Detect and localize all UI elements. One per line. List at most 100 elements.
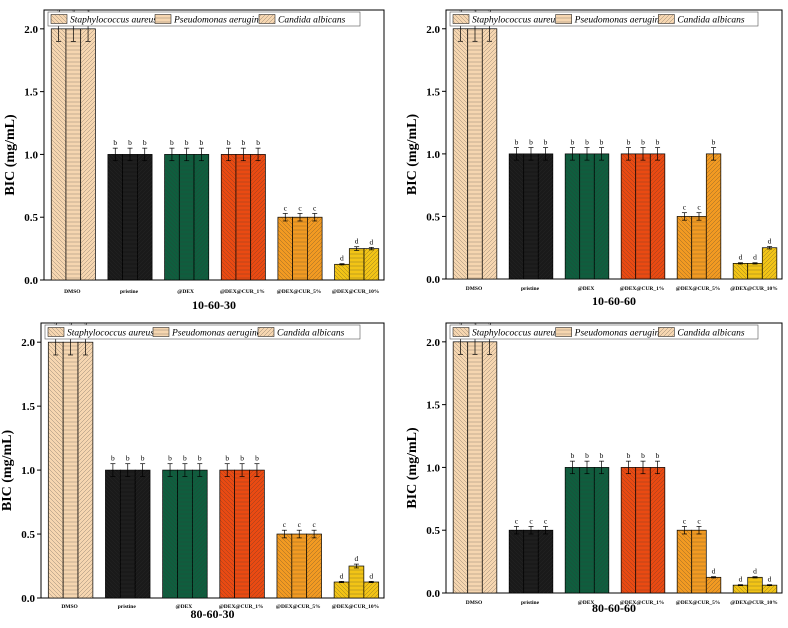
bar-hatch bbox=[235, 154, 251, 280]
significance-label: c bbox=[312, 520, 316, 529]
significance-label: a bbox=[69, 319, 73, 328]
significance-label: b bbox=[170, 138, 174, 147]
significance-label: d bbox=[739, 253, 743, 262]
significance-label: b bbox=[183, 454, 187, 463]
legend-swatch-hatch bbox=[453, 327, 469, 337]
panel-title: 80-60-30 bbox=[191, 607, 235, 621]
bar-hatch bbox=[277, 217, 293, 280]
y-tick-label: 1.0 bbox=[24, 149, 38, 161]
significance-label: b bbox=[225, 454, 229, 463]
legend-swatch-hatch bbox=[658, 14, 675, 24]
y-tick-label: 1.5 bbox=[21, 401, 35, 413]
bar-hatch bbox=[80, 28, 96, 281]
legend-entry: Pseudomonas aeruginosa bbox=[574, 329, 673, 339]
bar-hatch bbox=[364, 248, 379, 280]
significance-label: c bbox=[544, 516, 548, 525]
legend-swatch-hatch bbox=[555, 327, 572, 337]
x-tick-label: @DEX@CUR_5% bbox=[676, 286, 721, 292]
panel-title: 10-60-30 bbox=[192, 298, 236, 312]
x-tick-label: @DEX@CUR_1% bbox=[620, 286, 665, 292]
significance-label: b bbox=[571, 138, 575, 147]
bar-hatch bbox=[706, 577, 721, 593]
bar-hatch bbox=[348, 566, 364, 598]
chart-panel-10-60-60: 0.0 0.5 1.0 1.5 2.0 BIC (mg/mL) 10-60-60 a a a DMS… bbox=[405, 6, 783, 308]
x-tick-label: @DEX bbox=[176, 604, 193, 610]
x-tick-label: pristine bbox=[120, 289, 139, 295]
bar-hatch bbox=[621, 153, 636, 279]
legend-box bbox=[449, 11, 759, 27]
significance-label: b bbox=[571, 451, 575, 460]
bar-hatch bbox=[453, 28, 468, 280]
significance-label: b bbox=[126, 454, 130, 463]
bar-hatch bbox=[677, 216, 692, 279]
legend-box bbox=[449, 324, 759, 340]
significance-label: d bbox=[739, 575, 743, 584]
plot-frame bbox=[43, 9, 385, 281]
significance-label: b bbox=[168, 454, 172, 463]
legend-box bbox=[47, 11, 361, 27]
bar-hatch bbox=[306, 534, 322, 598]
bar-hatch bbox=[219, 470, 235, 598]
y-tick-label: 0.0 bbox=[21, 593, 35, 605]
x-tick-label: DMSO bbox=[64, 289, 81, 295]
legend-entry: Candida albicans bbox=[677, 329, 745, 339]
legend-entry: Pseudomonas aeruginosa bbox=[173, 16, 272, 26]
significance-label: c bbox=[515, 516, 519, 525]
bar-hatch bbox=[120, 470, 136, 598]
significance-label: b bbox=[544, 138, 548, 147]
y-tick-label: 1.5 bbox=[24, 87, 38, 99]
bar-hatch bbox=[706, 153, 721, 279]
significance-label: b bbox=[641, 451, 645, 460]
significance-label: b bbox=[529, 138, 533, 147]
significance-label: b bbox=[627, 451, 631, 460]
bar-hatch bbox=[482, 341, 497, 593]
legend-swatch-hatch bbox=[51, 14, 67, 24]
significance-label: b bbox=[600, 451, 604, 460]
plot-frame bbox=[445, 9, 783, 280]
y-tick-label: 1.0 bbox=[21, 465, 35, 477]
significance-label: d bbox=[369, 571, 373, 580]
bar-hatch bbox=[594, 467, 609, 593]
bar-hatch bbox=[137, 154, 153, 280]
bar-hatch bbox=[579, 467, 595, 593]
bar-hatch bbox=[179, 154, 195, 280]
legend-swatch-hatch bbox=[155, 14, 171, 24]
significance-label: b bbox=[256, 138, 260, 147]
significance-label: b bbox=[241, 138, 245, 147]
significance-label: a bbox=[86, 6, 90, 15]
bar-hatch bbox=[621, 467, 636, 593]
legend-entry: Staphylococcus aureus bbox=[472, 16, 559, 26]
significance-label: a bbox=[459, 319, 463, 328]
significance-label: b bbox=[600, 138, 604, 147]
x-tick-label: @DEX@CUR_10% bbox=[332, 289, 380, 295]
significance-label: b bbox=[641, 138, 645, 147]
bar-hatch bbox=[135, 470, 151, 598]
legend-box bbox=[44, 324, 361, 340]
x-tick-label: @DEX@CUR_1% bbox=[220, 289, 265, 295]
y-tick-label: 1.0 bbox=[426, 149, 440, 161]
x-tick-label: @DEX@CUR_5% bbox=[276, 604, 321, 610]
x-tick-label: DMSO bbox=[466, 600, 483, 606]
significance-label: b bbox=[255, 454, 259, 463]
bar-hatch bbox=[565, 153, 580, 279]
bar-hatch bbox=[276, 534, 292, 598]
significance-label: c bbox=[697, 516, 701, 525]
x-tick-label: @DEX@CUR_1% bbox=[620, 600, 665, 606]
significance-label: d bbox=[753, 567, 757, 576]
x-tick-label: DMSO bbox=[466, 286, 483, 292]
legend-entry: Staphylococcus aureus bbox=[70, 16, 157, 26]
significance-label: b bbox=[585, 451, 589, 460]
significance-label: b bbox=[128, 138, 132, 147]
bar-hatch bbox=[635, 153, 651, 279]
bar-hatch bbox=[509, 153, 524, 279]
bar-hatch bbox=[650, 153, 665, 279]
bar-hatch bbox=[221, 154, 236, 280]
significance-label: b bbox=[240, 454, 244, 463]
significance-label: c bbox=[313, 203, 317, 212]
significance-label: b bbox=[198, 454, 202, 463]
bar-hatch bbox=[249, 470, 265, 598]
significance-label: a bbox=[473, 319, 477, 328]
bar-hatch bbox=[482, 28, 497, 280]
bar-hatch bbox=[234, 470, 250, 598]
